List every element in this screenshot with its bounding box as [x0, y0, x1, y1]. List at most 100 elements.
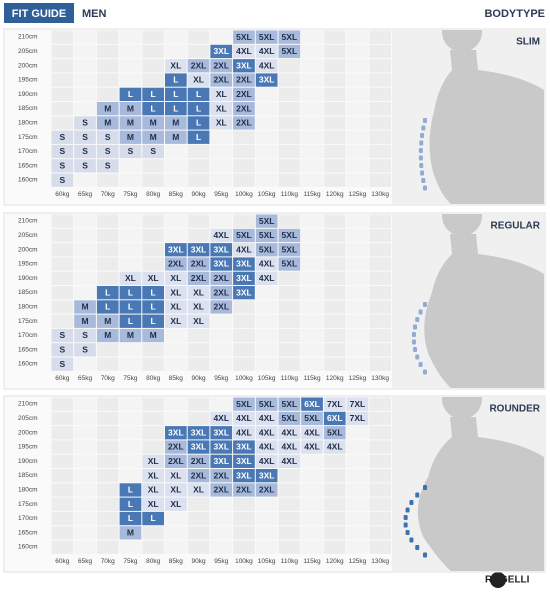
height-label: 160cm [18, 544, 38, 551]
empty-cell [346, 526, 369, 540]
size-cell [255, 397, 278, 411]
empty-cell [323, 526, 346, 540]
size-cell [210, 300, 233, 314]
empty-cell [51, 59, 74, 73]
size-cell [210, 483, 233, 497]
height-label: 190cm [18, 458, 38, 465]
size-cell [74, 328, 96, 343]
size-label: 5XL [236, 32, 252, 42]
empty-cell [51, 497, 74, 511]
size-cell [187, 102, 210, 116]
size-label: XL [148, 456, 159, 466]
size-cell [74, 130, 96, 144]
size-label: S [60, 344, 66, 354]
size-cell [142, 130, 164, 144]
belly-dash [419, 163, 424, 168]
empty-cell [142, 159, 164, 173]
size-cell [119, 511, 142, 526]
size-label: 2XL [236, 118, 252, 128]
empty-cell [142, 30, 164, 44]
size-cell [255, 426, 278, 440]
empty-cell [96, 526, 119, 540]
weight-label: 100kg [235, 191, 253, 198]
size-label: 2XL [236, 89, 252, 99]
size-cell [165, 102, 187, 116]
empty-cell [323, 159, 346, 173]
size-cell [119, 130, 142, 144]
size-cell [96, 314, 119, 328]
empty-cell [233, 173, 255, 187]
size-label: 4XL [259, 442, 275, 452]
size-label: 3XL [168, 244, 184, 254]
weight-label: 105kg [258, 375, 276, 382]
size-cell [187, 454, 210, 468]
size-cell [233, 411, 255, 426]
empty-cell [51, 257, 74, 271]
empty-cell [210, 173, 233, 187]
height-label: 170cm [18, 332, 38, 339]
weight-label: 100kg [235, 558, 253, 565]
empty-cell [142, 59, 164, 73]
size-cell [187, 116, 210, 130]
empty-cell [323, 130, 346, 144]
size-label: L [173, 103, 178, 113]
size-label: L [196, 118, 201, 128]
height-label: 210cm [18, 34, 38, 41]
subtitle: MEN [82, 8, 107, 20]
size-cell [165, 257, 187, 271]
size-cell [96, 159, 119, 173]
torso [417, 417, 544, 571]
weight-label: 110kg [281, 375, 299, 382]
size-label: 2XL [213, 470, 229, 480]
size-cell [51, 130, 74, 144]
size-label: L [173, 89, 178, 99]
size-cell [165, 314, 187, 328]
size-cell [210, 243, 233, 257]
belly-dash [403, 515, 408, 520]
empty-cell [255, 87, 278, 101]
empty-cell [74, 440, 96, 454]
empty-cell [346, 286, 369, 300]
weight-label: 125kg [349, 375, 367, 382]
size-label: 4XL [236, 244, 252, 254]
empty-cell [96, 343, 119, 357]
empty-cell [119, 469, 142, 483]
empty-cell [323, 469, 346, 483]
size-label: 4XL [236, 413, 252, 423]
empty-cell [51, 102, 74, 116]
belly-dash [423, 552, 427, 558]
size-label: 4XL [259, 273, 275, 283]
panel-title: ROUNDER [489, 404, 540, 415]
weight-label: 120kg [326, 191, 344, 198]
empty-cell [346, 469, 369, 483]
weight-label: 75kg [123, 375, 137, 382]
empty-cell [301, 159, 323, 173]
size-cell [210, 59, 233, 73]
empty-cell [323, 357, 346, 371]
empty-cell [74, 214, 96, 228]
size-cell [74, 159, 96, 173]
height-label: 190cm [18, 275, 38, 282]
size-cell [278, 44, 301, 59]
size-label: L [151, 316, 156, 326]
size-label: S [105, 132, 111, 142]
empty-cell [301, 357, 323, 371]
empty-cell [165, 44, 187, 59]
size-label: M [104, 330, 111, 340]
size-label: L [128, 513, 133, 523]
empty-cell [51, 411, 74, 426]
empty-cell [119, 540, 142, 554]
size-label: 2XL [191, 60, 207, 70]
empty-cell [323, 214, 346, 228]
height-label: 195cm [18, 77, 38, 84]
size-label: 7XL [350, 399, 366, 409]
empty-cell [278, 87, 301, 101]
empty-cell [346, 116, 369, 130]
empty-cell [301, 73, 323, 87]
empty-cell [210, 144, 233, 159]
size-label: M [104, 103, 111, 113]
height-label: 160cm [18, 361, 38, 368]
empty-cell [233, 540, 255, 554]
empty-cell [119, 454, 142, 468]
empty-cell [119, 357, 142, 371]
